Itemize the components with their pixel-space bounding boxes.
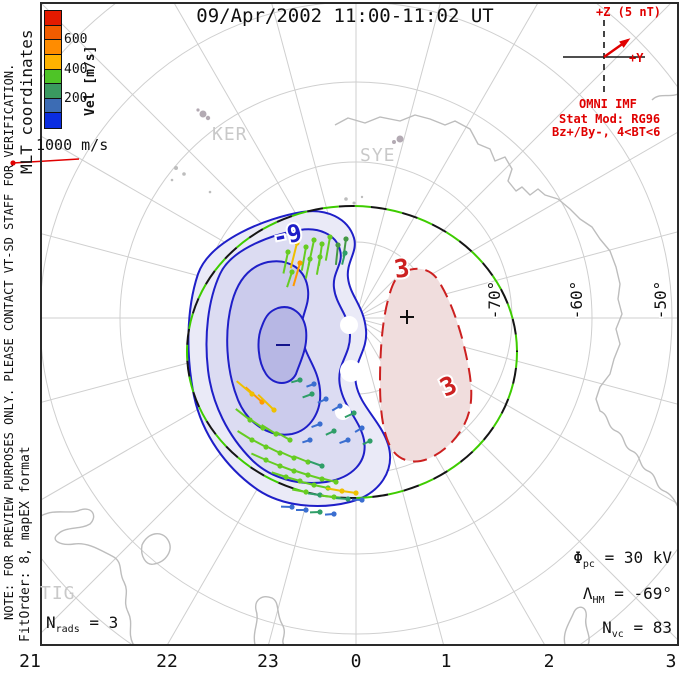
imf-y-axis-label: +Y: [629, 51, 644, 65]
radar-station-markers: [196, 108, 404, 144]
colorbar-tick: 200: [64, 91, 88, 106]
mlt-tick-22: 22: [156, 651, 178, 672]
preview-note: NOTE: FOR PREVIEW PURPOSES ONLY. PLEASE …: [2, 63, 16, 620]
lambda-value: = -69°: [604, 584, 672, 603]
colorbar-segment: [45, 84, 61, 99]
station-label-ker: KER: [212, 124, 248, 145]
stat-phi-pc: Φpc = 30 kV: [573, 548, 672, 570]
contour-label: -9: [270, 218, 304, 251]
plot-title: 09/Apr/2002 11:00-11:02 UT: [196, 5, 494, 27]
phi-symbol: Φ: [573, 548, 583, 567]
imf-model-label: Stat Mod: RG96: [559, 112, 661, 126]
island-specks: [170, 166, 364, 205]
mlt-tick-2: 2: [543, 651, 555, 672]
plot-frame: [40, 2, 679, 646]
hm-boundary-black: [186, 205, 518, 499]
imf-source-label: OMNI IMF: [579, 97, 637, 111]
colorbar-segment: [45, 69, 61, 85]
mlt-tick-1: 1: [440, 651, 452, 672]
imf-bin-label: Bz+/By-, 4<BT<6: [552, 125, 661, 139]
imf-z-axis-label: +Z (5 nT): [596, 5, 662, 19]
reference-vector-arrow: [10, 158, 80, 166]
cell-extremum-marker: [400, 310, 414, 324]
latitude-label: -60°: [567, 281, 586, 320]
mlt-tick-21: 21: [19, 651, 41, 672]
phi-value: = 30 kV: [594, 548, 672, 567]
colorbar-segment: [45, 11, 61, 26]
imf-clock-dial: [563, 20, 645, 97]
mlt-tick-23: 23: [257, 651, 279, 672]
station-label-sye: SYE: [360, 145, 396, 166]
lambda-symbol: Λ: [582, 584, 593, 603]
mlt-tick-0: 0: [350, 651, 362, 672]
stat-lambda-hm: ΛHM = -69°: [583, 584, 672, 606]
colorbar-tick: 400: [64, 62, 88, 77]
colorbar-label: Vel [m/s]: [83, 45, 98, 116]
colorbar-segment: [45, 25, 61, 41]
contour-gap: [340, 316, 358, 334]
contour-label: 3: [392, 253, 411, 284]
nvc-symbol: N: [602, 618, 612, 637]
coastlines: [41, 93, 678, 645]
lambda-subscript: HM: [592, 595, 605, 607]
nvc-value: = 83: [623, 618, 672, 637]
station-label-tig: TIG: [40, 583, 76, 604]
contour-gap: [340, 360, 362, 382]
positive-potential-contour: [378, 267, 473, 463]
mlt-coordinates-label: MLT coordinates: [17, 29, 36, 175]
nrads-value: = 3: [79, 613, 119, 632]
colorbar-segment: [45, 98, 61, 114]
colorbar-segment: [45, 54, 61, 70]
reference-vector-label: 1000 m/s: [36, 136, 109, 154]
colorbar-segment: [45, 40, 61, 55]
negative-potential-contours: [187, 210, 391, 507]
latitude-label: -70°: [485, 281, 504, 320]
nvc-subscript: vc: [611, 629, 624, 641]
nrads-subscript: rads: [55, 624, 80, 636]
fit-order-note: FitOrder: 8, mapEX format: [18, 446, 33, 642]
stat-n-rads: Nrads = 3: [46, 613, 118, 635]
phi-subscript: pc: [582, 559, 595, 571]
velocity-vectors: [235, 234, 373, 517]
latitude-label: -50°: [651, 281, 670, 320]
colorbar-segment: [45, 113, 61, 128]
velocity-colorbar: [44, 10, 62, 129]
stat-n-vc: Nvc = 83: [602, 618, 672, 640]
colorbar-tick: 600: [64, 32, 88, 47]
nrads-symbol: N: [46, 613, 56, 632]
mlt-tick-3: 3: [665, 651, 677, 672]
